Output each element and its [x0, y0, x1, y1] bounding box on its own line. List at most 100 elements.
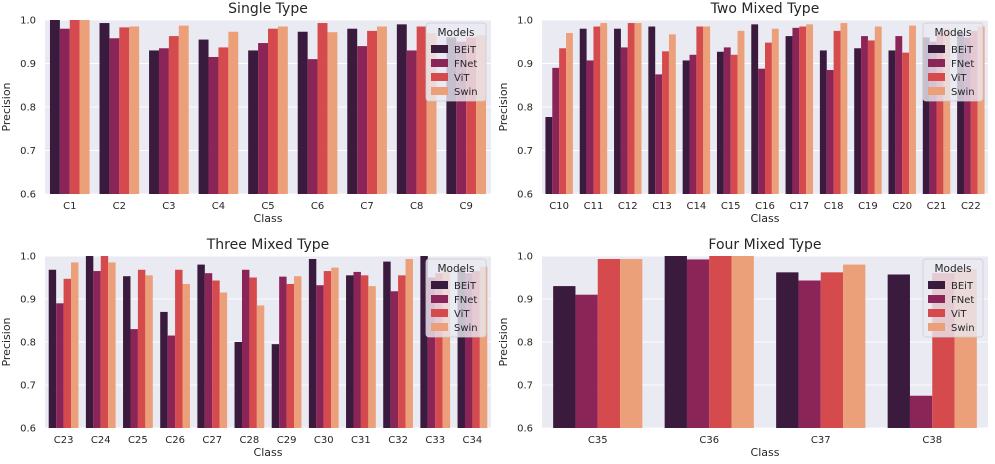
y-tick-label: 0.6 [20, 190, 36, 201]
bar-fnet-c29 [279, 276, 287, 428]
legend-swatch-vit [928, 73, 945, 81]
x-tick-label: C2 [113, 201, 126, 212]
bar-vit-c5 [268, 28, 278, 195]
y-tick-label: 0.8 [517, 103, 533, 114]
x-tick-label: C6 [311, 201, 324, 212]
bar-vit-c32 [398, 275, 406, 428]
legend-label: Swin [951, 323, 975, 334]
bar-vit-c31 [360, 275, 369, 428]
bar-vit-c37 [820, 272, 844, 428]
x-tick-label: C18 [824, 201, 844, 212]
bar-vit-c22 [970, 30, 978, 194]
bar-fnet-c1 [59, 28, 70, 195]
bar-swin-c10 [566, 33, 573, 194]
bar-beit-c28 [234, 342, 242, 428]
bar-vit-c34 [472, 271, 480, 428]
bar-vit-c21 [936, 33, 944, 194]
y-tick-label: 0.8 [20, 338, 36, 349]
bar-swin-c7 [377, 26, 387, 195]
y-tick-label: 0.7 [20, 381, 36, 392]
x-tick-label: C22 [961, 201, 981, 212]
bar-fnet-c3 [158, 48, 169, 195]
y-tick-label: 1.0 [517, 16, 533, 27]
x-tick-label: C8 [410, 201, 423, 212]
bar-fnet-c25 [130, 329, 138, 428]
bar-swin-c22 [977, 26, 985, 195]
y-axis-label: Precision [497, 317, 510, 366]
x-tick-label: C25 [128, 435, 148, 446]
legend-label: Swin [454, 323, 478, 334]
x-tick-label: C31 [351, 435, 371, 446]
bar-beit-c31 [346, 275, 354, 428]
legend-swatch-beit [928, 45, 945, 53]
bar-vit-c4 [218, 47, 229, 194]
bar-fnet-c16 [758, 68, 765, 194]
y-tick-label: 0.6 [517, 190, 533, 201]
y-tick-label: 0.6 [517, 424, 533, 435]
bar-beit-c27 [197, 264, 205, 428]
bar-swin-c27 [219, 292, 228, 428]
bar-fnet-c7 [357, 46, 368, 194]
legend-swatch-swin [928, 323, 945, 331]
chart-panel: 0.6 0.7 0.8 0.9 1.0 C35 C36 C37 C38 Four Mixed Ty… [497, 237, 988, 459]
bar-vit-c26 [175, 269, 183, 428]
x-tick-label: C17 [789, 201, 809, 212]
y-tick-label: 0.7 [20, 146, 36, 157]
bar-vit-c27 [212, 280, 220, 428]
legend-title: Models [935, 263, 972, 275]
bar-swin-c11 [600, 23, 608, 195]
chart-title: Two Mixed Type [710, 1, 820, 17]
bar-swin-c19 [874, 26, 882, 195]
y-tick-label: 0.9 [20, 295, 36, 306]
bar-fnet-c31 [353, 271, 361, 428]
bar-beit-c37 [776, 272, 799, 428]
bar-fnet-c15 [723, 47, 731, 194]
bar-fnet-c33 [427, 277, 436, 428]
legend-label: FNet [454, 59, 477, 70]
legend-swatch-fnet [928, 59, 945, 67]
bar-beit-c21 [922, 37, 930, 195]
bar-vit-c6 [317, 23, 328, 195]
legend-swatch-swin [431, 323, 448, 331]
x-axis-label: Class [751, 212, 780, 225]
bar-beit-c12 [614, 28, 621, 195]
x-tick-label: C12 [618, 201, 638, 212]
x-tick-label: C37 [811, 435, 831, 446]
x-tick-label: C27 [202, 435, 222, 446]
bar-beit-c10 [545, 117, 553, 194]
bar-vit-c35 [597, 259, 621, 428]
legend-title: Models [935, 27, 972, 39]
bar-vit-c8 [416, 26, 427, 195]
bar-fnet-c2 [109, 38, 120, 194]
legend: Models BEiT FNet ViT Swin [922, 258, 984, 338]
x-tick-label: C38 [922, 435, 942, 446]
x-axis-label: Class [254, 446, 283, 459]
x-tick-label: C4 [212, 201, 225, 212]
x-tick-label: C26 [165, 435, 185, 446]
y-tick-label: 0.8 [517, 338, 533, 349]
x-tick-label: C16 [755, 201, 775, 212]
bar-swin-c28 [256, 305, 265, 428]
bar-beit-c11 [579, 28, 587, 195]
bar-beit-c4 [198, 39, 209, 195]
bar-vit-c29 [286, 283, 295, 428]
bar-vit-c25 [137, 269, 146, 428]
bar-vit-c19 [867, 40, 875, 194]
x-tick-label: C21 [927, 201, 947, 212]
bar-beit-c3 [149, 50, 159, 195]
legend-swatch-vit [431, 73, 448, 81]
bar-swin-c23 [71, 262, 79, 428]
bars [49, 20, 487, 195]
x-tick-label: C24 [91, 435, 111, 446]
x-tick-label: C1 [63, 201, 76, 212]
x-tick-label: C3 [162, 201, 175, 212]
bar-beit-c9 [446, 37, 457, 195]
bar-swin-c21 [943, 28, 951, 195]
bar-swin-c30 [331, 267, 339, 428]
legend-swatch-fnet [431, 295, 448, 303]
bar-fnet-c26 [167, 335, 176, 428]
legend-swatch-fnet [431, 59, 448, 67]
legend-label: ViT [454, 73, 470, 84]
bar-fnet-c21 [929, 41, 937, 194]
bar-swin-c20 [909, 25, 916, 195]
